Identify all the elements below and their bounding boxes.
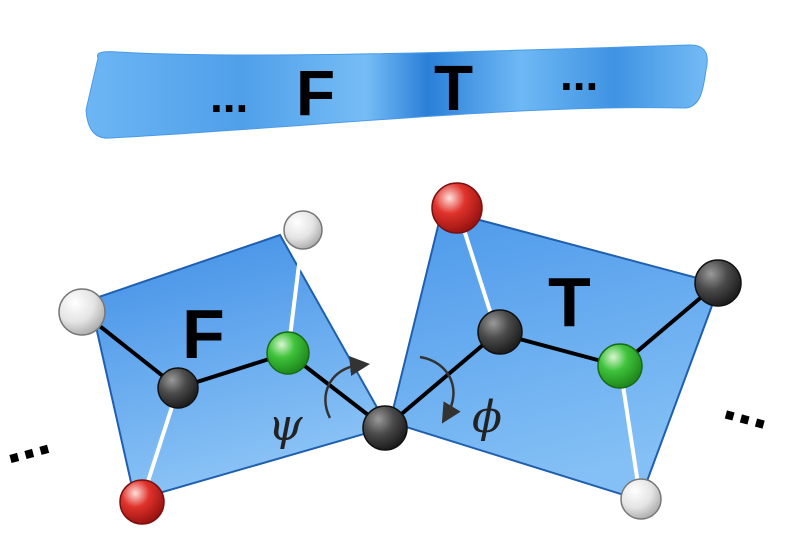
oxygen-atom: [431, 182, 483, 234]
nitrogen-atom: [266, 331, 310, 375]
banner-left-ellipsis: ...: [210, 70, 248, 122]
chain-ellipsis-right: ...: [718, 368, 779, 441]
psi-label: ψ: [268, 400, 303, 451]
hydrogen-atom: [283, 210, 323, 250]
banner-right-ellipsis: ...: [560, 48, 598, 100]
banner-residue-f: F: [296, 57, 335, 129]
residue-letter-t: T: [548, 263, 591, 341]
hydrogen-atom: [58, 288, 106, 336]
phi-label: ϕ: [472, 392, 502, 443]
residue-letter-f: F: [182, 295, 225, 373]
carbon-atom: [157, 367, 199, 409]
oxygen-atom: [119, 479, 165, 525]
banner-residue-t: T: [434, 52, 473, 124]
nitrogen-atom: [597, 343, 643, 389]
phi-rotation-arrow: [419, 355, 461, 424]
hydrogen-atom: [620, 478, 662, 520]
psi-rotation-arrow: [324, 356, 370, 419]
carbon-atom: [694, 259, 742, 307]
carbon-atom-alpha: [362, 405, 408, 451]
atoms: [58, 182, 742, 525]
chain-ellipsis-left: ...: [0, 403, 56, 476]
sequence-banner: ... F T ...: [85, 44, 708, 139]
banner-shape: [85, 44, 708, 139]
carbon-atom: [477, 309, 523, 355]
peptide-plane-right: [388, 208, 722, 502]
